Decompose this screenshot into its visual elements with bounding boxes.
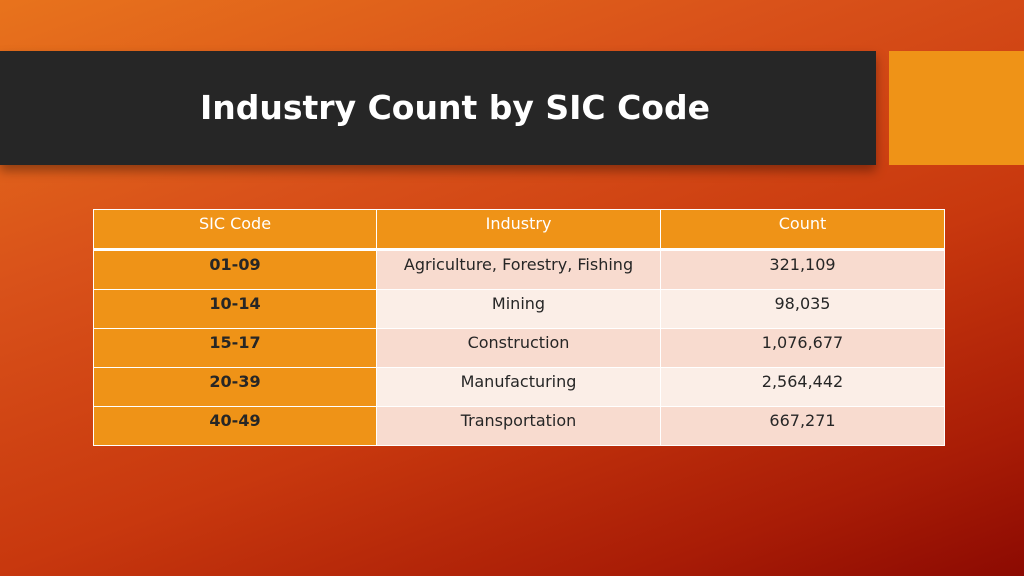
header-count: Count bbox=[660, 209, 945, 251]
sic-code-cell: 01-09 bbox=[93, 249, 377, 290]
sic-table: SIC Code Industry Count 01-09 Agricultur… bbox=[93, 209, 945, 446]
industry-cell: Agriculture, Forestry, Fishing bbox=[376, 249, 661, 290]
accent-square bbox=[889, 51, 1024, 165]
table-row: 20-39 Manufacturing 2,564,442 bbox=[93, 367, 945, 407]
table-row: 15-17 Construction 1,076,677 bbox=[93, 328, 945, 368]
header-sic-code: SIC Code bbox=[93, 209, 377, 251]
count-cell: 667,271 bbox=[660, 406, 945, 446]
slide-title: Industry Count by SIC Code bbox=[200, 88, 710, 127]
sic-code-cell: 15-17 bbox=[93, 328, 377, 368]
sic-code-cell: 20-39 bbox=[93, 367, 377, 407]
industry-cell: Manufacturing bbox=[376, 367, 661, 407]
count-cell: 2,564,442 bbox=[660, 367, 945, 407]
count-cell: 98,035 bbox=[660, 289, 945, 329]
industry-cell: Construction bbox=[376, 328, 661, 368]
table-header-row: SIC Code Industry Count bbox=[93, 209, 945, 251]
header-industry: Industry bbox=[376, 209, 661, 251]
table-row: 40-49 Transportation 667,271 bbox=[93, 406, 945, 446]
sic-code-cell: 10-14 bbox=[93, 289, 377, 329]
title-bar: Industry Count by SIC Code bbox=[0, 51, 876, 165]
industry-cell: Transportation bbox=[376, 406, 661, 446]
sic-code-cell: 40-49 bbox=[93, 406, 377, 446]
table-row: 01-09 Agriculture, Forestry, Fishing 321… bbox=[93, 249, 945, 290]
industry-cell: Mining bbox=[376, 289, 661, 329]
count-cell: 1,076,677 bbox=[660, 328, 945, 368]
table-row: 10-14 Mining 98,035 bbox=[93, 289, 945, 329]
count-cell: 321,109 bbox=[660, 249, 945, 290]
